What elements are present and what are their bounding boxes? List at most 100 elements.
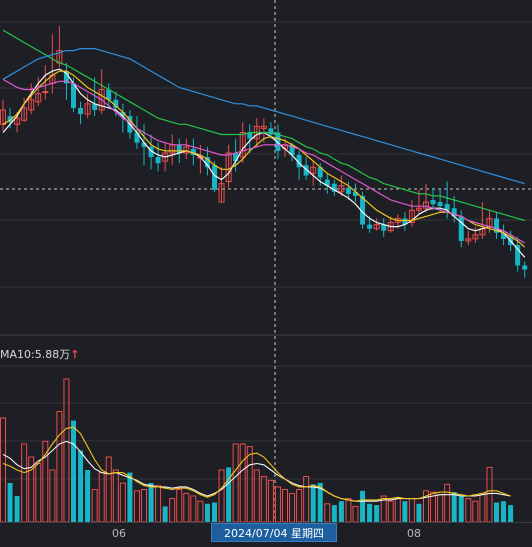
candle-body [303,165,309,176]
candle-body [78,107,84,115]
candle-body [7,116,13,123]
candle-body [141,142,147,147]
volume-bar [21,443,28,522]
candle-body [233,152,239,162]
volume-bar [155,485,162,522]
volume-bar [105,456,112,522]
x-label-08: 08 [407,527,421,540]
price-ma-line [2,68,526,258]
candle-body [106,89,112,100]
volume-panel[interactable] [0,336,532,522]
candle-body [155,157,161,164]
volume-bar [239,443,246,522]
candle-body [458,216,464,241]
volume-bar [119,482,126,522]
volume-bar [260,476,267,522]
volume-bar [28,456,35,522]
price-panel[interactable] [0,0,532,336]
volume-bar [253,469,260,522]
candle-body [134,132,140,143]
candle-body [28,99,35,111]
candle-body [218,183,225,203]
volume-bar [387,500,394,522]
volume-bar [98,472,105,522]
crosshair-date-label: 2024/07/04 星期四 [211,523,337,542]
volume-bar [112,469,119,522]
candle-body [430,200,436,205]
volume-bar [289,492,296,522]
volume-bar [56,411,63,522]
volume-bar [472,500,479,522]
volume-bar [78,450,84,522]
candle-body [317,167,323,178]
volume-bar [296,489,303,522]
candle-body [260,125,267,129]
volume-bar [282,489,288,522]
candle-body [408,209,415,224]
candle-body [71,83,76,108]
volume-bar [324,503,331,522]
candle-body [247,132,253,139]
volume-bar [317,483,323,522]
volume-bar [246,446,253,522]
volume-bar [367,503,373,522]
volume-bar [331,505,337,522]
price-ma-line [2,29,525,222]
candle-body [113,99,119,108]
price-ma-line [2,47,525,185]
candle-body [444,204,450,211]
volume-bar [338,501,344,522]
volume-bar [42,440,49,522]
candle-body [353,191,358,196]
candle-body [63,71,69,84]
candle-body [275,132,281,151]
volume-bar [394,498,401,522]
volume-bar [197,500,204,522]
candle-body [212,165,217,190]
candle-body [92,103,98,110]
volume-bar [190,495,197,522]
volume-bar [444,483,451,522]
candle-body [289,144,295,155]
volume-bar [352,505,359,522]
volume-bar [465,498,472,522]
volume-bar [162,506,168,522]
volume-bar [148,483,154,522]
volume-bar [458,496,464,522]
candle-body [98,89,105,111]
volume-bar [49,469,56,522]
volume-bar [63,378,70,522]
candle-body [84,103,91,115]
candle-body [338,185,345,193]
volume-bar [212,502,217,522]
candle-body [360,195,366,225]
candle-body [204,157,210,168]
candle-body [35,93,42,103]
candle-body [183,146,190,154]
candle-body [21,107,28,121]
volume-bar [176,489,183,522]
x-label-06: 06 [112,527,126,540]
volume-bar [141,489,147,522]
volume-bar [127,472,133,522]
volume-legend-text: MA10:5.88万 [0,348,71,361]
candle-body [494,218,499,233]
volume-bar [226,467,232,522]
candle-body [373,224,380,230]
volume-bar [501,501,507,522]
volume-bar [494,502,499,522]
candle-body [120,112,126,117]
volume-bar [14,496,20,522]
candle-body [423,201,429,209]
volume-bar [91,489,98,522]
candle-body [515,245,521,266]
volume-bar [402,501,408,522]
candle-body [310,166,317,174]
volume-bar [360,490,366,522]
candle-body [367,224,373,229]
volume-bar [71,420,76,522]
volume-bar [303,476,310,522]
price-ma-line [2,70,526,248]
candle-body [345,187,351,194]
